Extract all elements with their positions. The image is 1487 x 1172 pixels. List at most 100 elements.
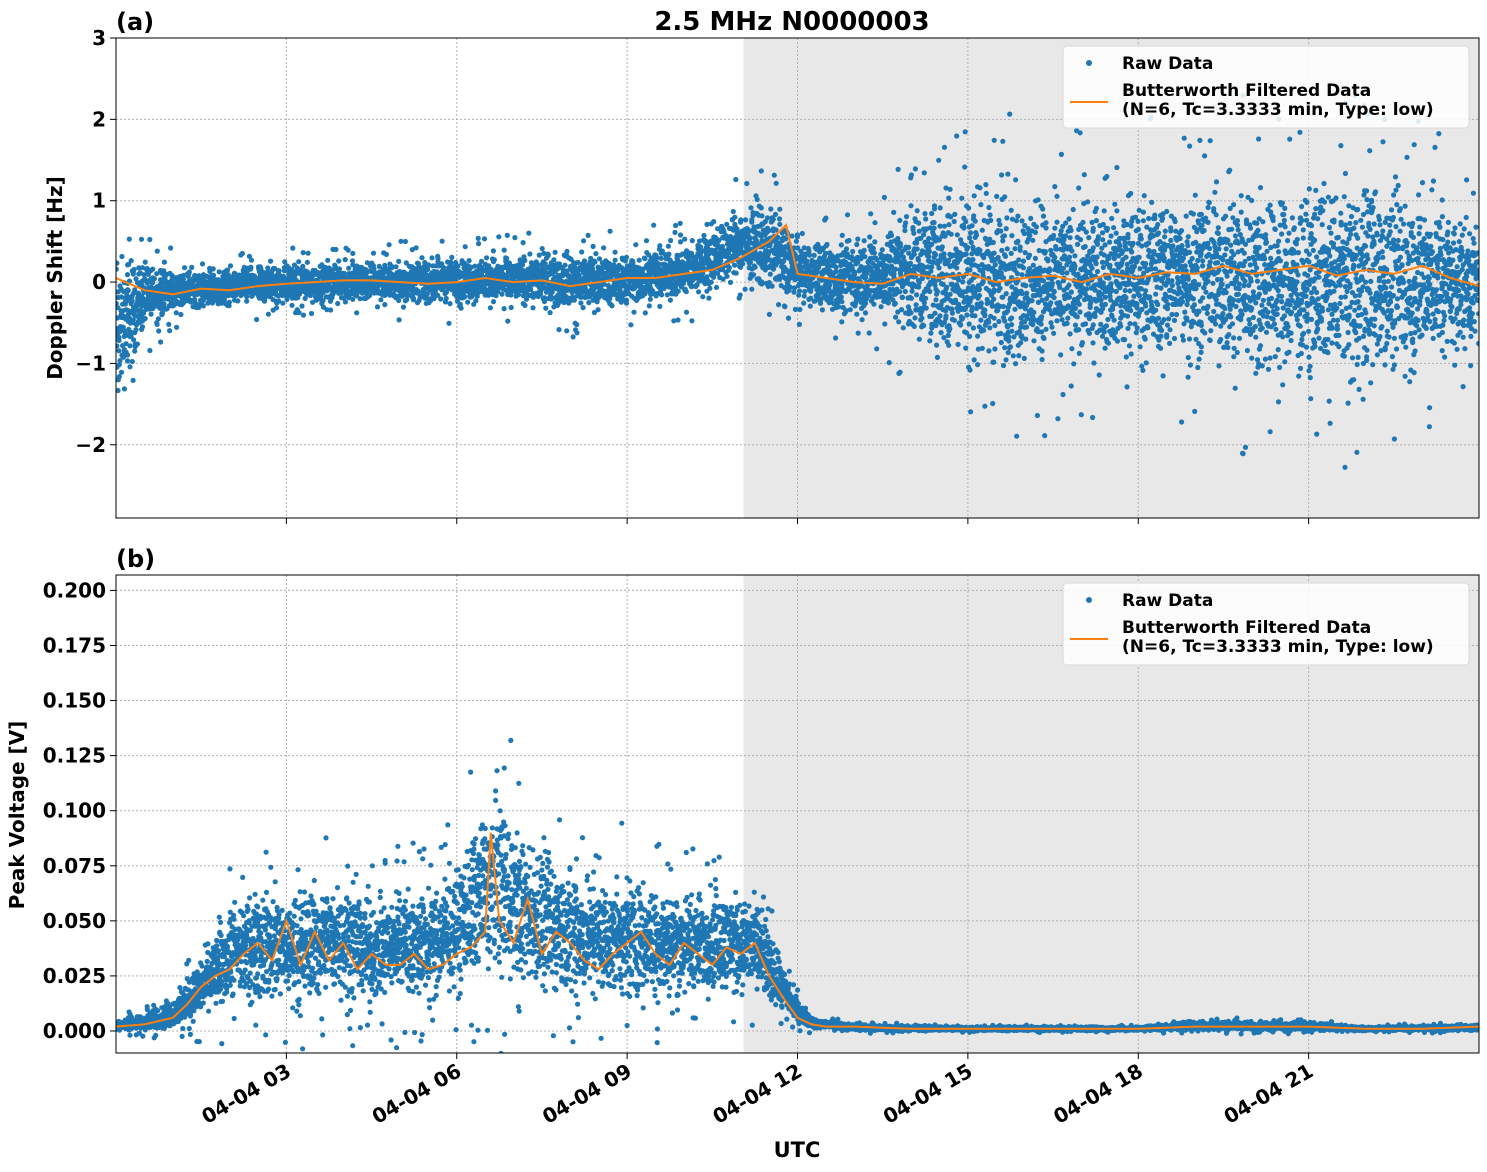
raw-data-point — [968, 230, 974, 236]
raw-data-point — [946, 342, 952, 348]
raw-data-point — [916, 336, 922, 342]
raw-data-point — [897, 241, 904, 247]
raw-data-point — [902, 288, 908, 295]
raw-data-point — [133, 327, 139, 333]
raw-data-point — [897, 289, 903, 295]
raw-data-point — [767, 271, 773, 277]
raw-data-point — [543, 305, 549, 311]
raw-data-point — [124, 352, 131, 358]
raw-data-point — [154, 321, 160, 327]
raw-data-point — [429, 255, 435, 261]
raw-data-point — [530, 305, 536, 311]
raw-data-point — [636, 257, 642, 263]
raw-data-point — [276, 298, 282, 304]
raw-data-point — [487, 305, 493, 311]
raw-data-point — [947, 291, 953, 297]
raw-data-point — [851, 269, 858, 276]
raw-data-point — [932, 310, 938, 316]
figure-title: 2.5 MHz N0000003 — [654, 7, 929, 37]
raw-data-point — [743, 217, 749, 223]
raw-data-point — [968, 239, 974, 245]
raw-data-point — [623, 300, 630, 306]
raw-data-point — [592, 259, 598, 265]
raw-data-point — [127, 343, 133, 349]
raw-data-point — [944, 284, 950, 290]
raw-data-point — [733, 270, 739, 276]
raw-data-point — [972, 313, 978, 319]
raw-data-point — [941, 223, 948, 229]
raw-data-point — [947, 326, 953, 332]
raw-data-point — [336, 258, 342, 264]
raw-data-point — [752, 264, 758, 270]
raw-data-point — [911, 323, 917, 329]
raw-data-point — [854, 241, 860, 248]
raw-data-point — [161, 301, 167, 307]
raw-data-point — [136, 265, 142, 271]
raw-data-point — [260, 269, 266, 275]
raw-data-point — [125, 288, 131, 294]
raw-data-point — [966, 205, 972, 211]
raw-data-point — [248, 264, 254, 270]
raw-data-point — [447, 301, 453, 307]
raw-data-point — [189, 264, 195, 270]
raw-data-point — [933, 322, 939, 329]
raw-data-point — [491, 257, 497, 263]
raw-data-point — [154, 271, 160, 277]
raw-data-point — [927, 288, 933, 295]
raw-data-point — [683, 289, 689, 295]
raw-data-point — [981, 327, 987, 333]
raw-data-point — [578, 300, 584, 306]
raw-data-point — [899, 307, 905, 313]
raw-data-point — [967, 267, 973, 273]
raw-data-point — [955, 341, 961, 347]
raw-data-point — [536, 252, 542, 258]
raw-data-point — [490, 299, 497, 305]
raw-data-point — [931, 219, 937, 226]
raw-data-point — [123, 341, 129, 347]
raw-data-point — [934, 342, 940, 348]
raw-data-point — [971, 213, 977, 219]
raw-data-point — [911, 251, 917, 257]
raw-data-point — [299, 303, 305, 309]
raw-data-point — [226, 299, 232, 305]
raw-data-point — [296, 259, 302, 265]
raw-data-point — [965, 244, 971, 251]
raw-data-point — [975, 333, 981, 339]
raw-data-point — [772, 211, 779, 217]
raw-data-point — [836, 304, 842, 310]
raw-data-point — [921, 170, 927, 176]
raw-data-point — [926, 248, 933, 255]
raw-data-point — [938, 330, 944, 336]
raw-data-point — [794, 234, 801, 240]
raw-data-point — [425, 262, 432, 268]
raw-data-point — [766, 227, 772, 234]
raw-data-point — [562, 262, 568, 268]
raw-data-point — [978, 202, 984, 208]
raw-data-point — [977, 247, 983, 253]
raw-data-point — [966, 321, 972, 327]
raw-data-point — [970, 257, 976, 263]
panel-a-label: (a) — [116, 8, 154, 36]
raw-data-point — [871, 301, 877, 307]
raw-data-point — [936, 265, 942, 271]
raw-data-point — [951, 218, 957, 225]
raw-data-point — [462, 293, 468, 300]
raw-data-point — [888, 232, 895, 238]
raw-data-point — [216, 269, 222, 275]
raw-data-point — [913, 302, 919, 308]
raw-data-point — [552, 249, 558, 255]
raw-data-point — [117, 358, 123, 364]
raw-data-point — [759, 213, 765, 219]
raw-data-point — [732, 262, 738, 268]
raw-data-point — [859, 317, 865, 323]
raw-data-point — [210, 272, 217, 278]
raw-data-point — [911, 230, 917, 236]
raw-data-point — [870, 245, 876, 251]
raw-data-point — [758, 205, 764, 211]
raw-data-point — [959, 195, 965, 201]
raw-data-point — [132, 348, 138, 354]
raw-data-point — [371, 266, 377, 272]
raw-data-point — [173, 310, 179, 316]
raw-data-point — [200, 303, 206, 309]
raw-data-point — [964, 312, 970, 318]
